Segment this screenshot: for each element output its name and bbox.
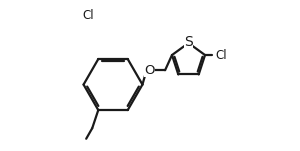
Text: Cl: Cl [82,9,94,22]
Text: S: S [184,35,193,49]
Text: O: O [144,64,154,77]
Text: Cl: Cl [216,48,227,62]
